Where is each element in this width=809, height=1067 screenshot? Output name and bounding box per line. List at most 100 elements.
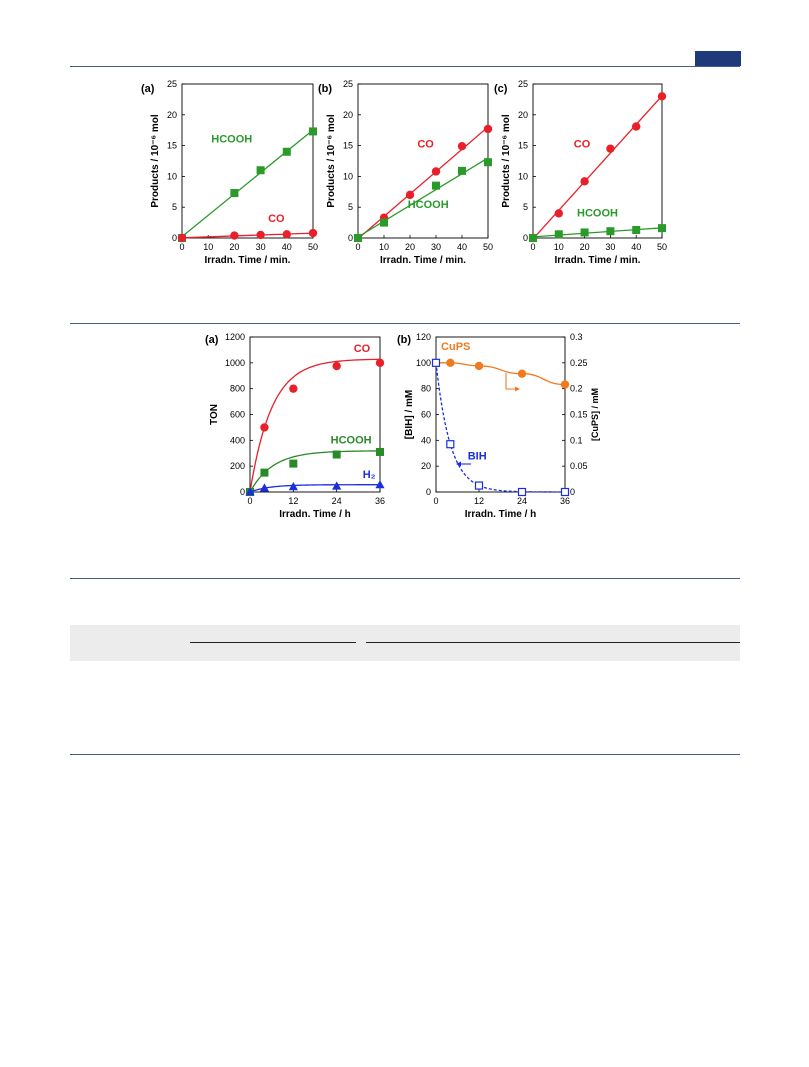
data-point-cups: [560, 380, 570, 389]
header-accent-block: [695, 51, 741, 66]
series-line-bih: [435, 362, 566, 493]
y-tick-label: 1200: [225, 332, 245, 342]
y2-tick-label: 0.15: [570, 410, 588, 420]
data-point-co: [332, 361, 341, 371]
data-point-co: [177, 233, 187, 243]
data-point-h2: [288, 482, 298, 491]
data-point-co: [606, 144, 615, 153]
chart-panel: [431, 336, 570, 497]
data-point-co: [282, 230, 291, 239]
series-annotation: HCOOH: [577, 207, 618, 219]
y-tick-label: 0: [523, 233, 528, 243]
y-tick-label: 25: [518, 79, 528, 89]
data-point-hcooh: [380, 218, 388, 227]
data-point-hcooh: [658, 224, 666, 233]
data-point-hcooh: [256, 166, 265, 175]
series-line-hcooh: [249, 450, 381, 493]
panel-label: (c): [494, 83, 508, 95]
data-point-co: [308, 228, 318, 238]
plot-frame: [181, 83, 314, 239]
x-tick-label: 30: [605, 242, 615, 252]
series-annotation: CO: [574, 138, 591, 150]
y-tick-label: 5: [523, 202, 528, 212]
x-tick-label: 0: [247, 496, 252, 506]
series-annotation: BIH: [468, 451, 487, 463]
data-point-co: [230, 231, 239, 240]
x-tick-label: 20: [229, 242, 239, 252]
y-tick-label: 1000: [225, 358, 245, 368]
data-point-hcooh: [632, 225, 641, 234]
data-point-cups: [446, 358, 455, 368]
data-point-hcooh: [332, 450, 341, 459]
y-tick-label: 200: [230, 461, 245, 471]
panel-label: (b): [318, 83, 332, 95]
data-point-hcooh: [580, 228, 589, 237]
x-tick-label: 10: [379, 242, 389, 252]
data-point-bih: [431, 358, 441, 367]
y-axis-label: [BIH] / mM: [404, 390, 415, 439]
chart-panel: [245, 336, 385, 497]
x-axis-label: Irradn. Time / min.: [380, 255, 466, 266]
x-tick-label: 24: [517, 496, 527, 506]
y-tick-label: 0: [172, 233, 177, 243]
data-point-co: [554, 209, 563, 218]
x-tick-label: 30: [256, 242, 266, 252]
y2-axis-label: [CuPS] / mM: [590, 388, 600, 441]
data-point-bih: [446, 440, 455, 449]
y-tick-label: 20: [518, 110, 528, 120]
series-annotation: HCOOH: [408, 199, 449, 211]
data-point-cups: [474, 361, 484, 371]
data-point-hcooh: [606, 227, 615, 236]
series-annotation: CuPS: [441, 341, 470, 353]
axis-pointer-arrows: [456, 373, 520, 467]
x-tick-label: 0: [530, 242, 535, 252]
data-point-hcooh: [309, 127, 317, 136]
y-axis-label: Products / 10⁻⁶ mol: [150, 114, 161, 207]
data-point-h2: [375, 480, 385, 489]
x-tick-label: 0: [433, 496, 438, 506]
table-header-band: [70, 625, 740, 661]
x-axis-label: Irradn. Time / h: [279, 509, 351, 520]
data-point-hcooh: [282, 147, 291, 156]
data-point-bih: [517, 487, 527, 497]
y-axis-label: Products / 10⁻⁶ mol: [501, 114, 512, 207]
x-tick-label: 40: [282, 242, 292, 252]
y2-tick-label: 0.05: [570, 461, 588, 471]
y-tick-label: 5: [172, 202, 177, 212]
x-axis-label: Irradn. Time / h: [465, 509, 537, 520]
data-point-bih: [474, 481, 484, 490]
cups-axis-arrow: [505, 373, 518, 390]
data-point-co: [260, 423, 269, 432]
data-point-co: [632, 122, 641, 131]
y-tick-label: 10: [518, 171, 528, 181]
x-tick-label: 20: [405, 242, 415, 252]
y-tick-label: 5: [348, 202, 353, 212]
y-tick-label: 20: [343, 110, 353, 120]
data-point-co: [256, 230, 265, 240]
data-point-h2: [245, 487, 255, 496]
y-tick-label: 80: [421, 384, 431, 394]
data-point-bih: [560, 487, 570, 497]
x-tick-label: 50: [483, 242, 493, 252]
y2-tick-label: 0: [570, 487, 575, 497]
data-point-h2: [332, 481, 342, 490]
x-tick-label: 0: [179, 242, 184, 252]
plot-frame: [357, 83, 489, 239]
series-line-co: [249, 358, 381, 493]
x-tick-label: 50: [657, 242, 667, 252]
x-tick-label: 20: [580, 242, 590, 252]
data-point-co: [657, 92, 667, 101]
series-annotation: CO: [268, 213, 285, 225]
data-point-hcooh: [354, 234, 362, 242]
y-axis-label: Products / 10⁻⁶ mol: [326, 114, 337, 207]
panel-label: (a): [205, 334, 219, 346]
data-point-co: [580, 177, 589, 186]
series-annotation: CO: [417, 138, 434, 150]
x-tick-label: 10: [554, 242, 564, 252]
data-point-cups: [517, 369, 527, 378]
y2-tick-label: 0.3: [570, 332, 583, 342]
series-line-hcooh: [532, 227, 663, 238]
y-tick-label: 40: [421, 435, 431, 445]
y-axis-label: TON: [209, 404, 220, 425]
data-point-co: [289, 384, 298, 393]
